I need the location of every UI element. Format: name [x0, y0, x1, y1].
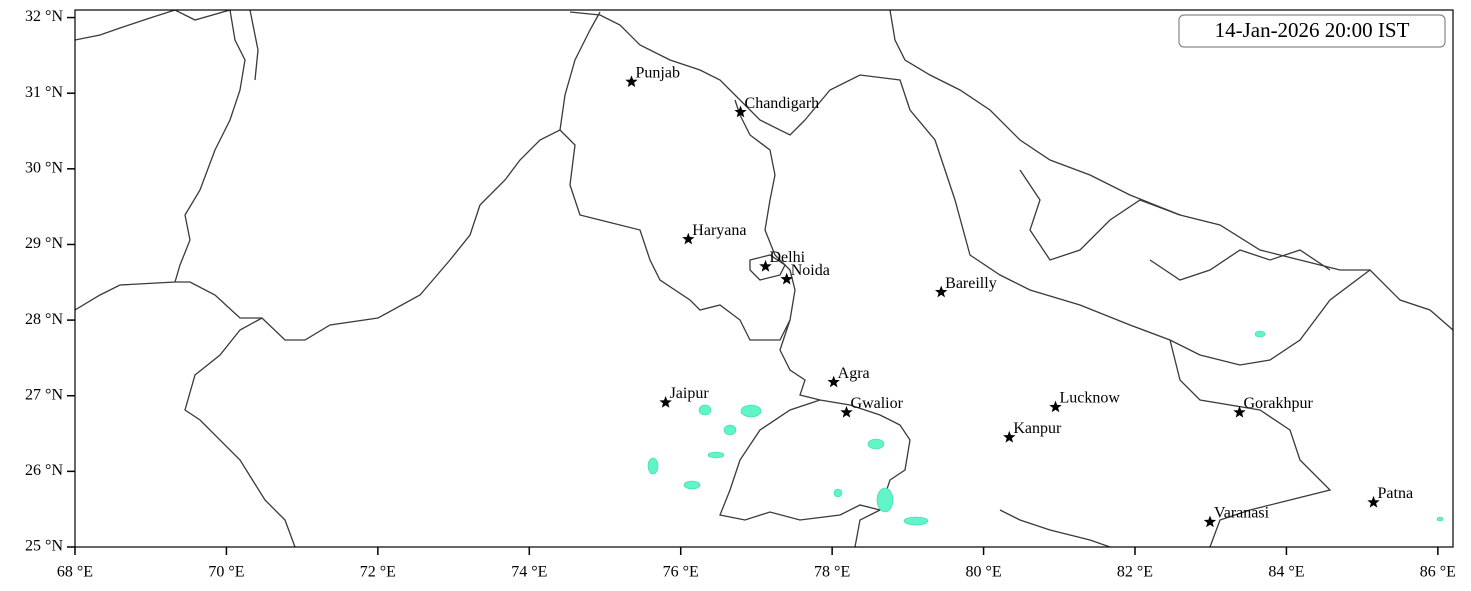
y-tick-label: 31 °N: [25, 84, 63, 101]
city-marker: [780, 272, 793, 285]
y-tick-label: 26 °N: [25, 462, 63, 479]
rain-patch: [1436, 516, 1444, 522]
rain-patch: [698, 404, 712, 416]
city-marker: [935, 285, 948, 298]
country-border: [75, 11, 601, 341]
city-marker: [1233, 405, 1246, 418]
title-frame: [1178, 14, 1446, 48]
city-label: Noida: [791, 262, 830, 279]
plot-frame: [74, 9, 1454, 548]
rain-patch: [876, 487, 894, 513]
x-tick-label: 86 °E: [1420, 564, 1456, 581]
city-label: Kanpur: [1013, 420, 1062, 437]
city-marker: [659, 396, 672, 408]
rain-patch: [723, 424, 737, 436]
x-tick-label: 78 °E: [814, 564, 850, 581]
city-marker: [840, 405, 853, 418]
state-border: [1169, 339, 1332, 547]
city-label: Delhi: [770, 249, 806, 266]
city-marker: [1203, 515, 1217, 528]
basemap: [75, 10, 1453, 547]
x-tick-label: 84 °E: [1268, 564, 1304, 581]
rain-patch: [740, 404, 762, 418]
x-tick-label: 72 °E: [360, 564, 396, 581]
city-label: Patna: [1378, 485, 1414, 502]
country-border: [184, 317, 296, 547]
city-marker: [1367, 495, 1380, 508]
rain-patch: [867, 438, 885, 450]
rain-patch: [683, 480, 701, 490]
y-tick-label: 27 °N: [25, 386, 63, 403]
title-box: 14-Jan-2026 20:00 IST: [1178, 14, 1446, 48]
rain-patch: [903, 516, 929, 526]
y-tick-label: 29 °N: [25, 235, 63, 252]
x-tick-label: 74 °E: [511, 564, 547, 581]
y-tick-label: 28 °N: [25, 311, 63, 328]
country-border: [75, 10, 259, 81]
city-label: Varanasi: [1214, 505, 1270, 522]
city-marker: [1003, 430, 1016, 443]
country-border: [889, 10, 1370, 271]
city-marker: [734, 105, 747, 118]
city-label: Punjab: [636, 65, 680, 82]
state-border: [719, 399, 881, 521]
state-border: [569, 11, 806, 136]
city-label: Bareilly: [945, 275, 997, 292]
map-title: 14-Jan-2026 20:00 IST: [1215, 18, 1410, 42]
rain-patch: [833, 488, 843, 498]
x-tick-label: 68 °E: [57, 564, 93, 581]
city-marker: [625, 75, 638, 88]
city-label: Lucknow: [1060, 390, 1121, 407]
state-border: [749, 254, 786, 281]
city-label: Jaipur: [670, 385, 710, 402]
rain-patch: [647, 457, 659, 475]
rain-patch: [707, 451, 725, 459]
x-tick-label: 82 °E: [1117, 564, 1153, 581]
x-tick-label: 70 °E: [208, 564, 244, 581]
y-tick-label: 30 °N: [25, 160, 63, 177]
state-border: [999, 509, 1111, 547]
city-label: Haryana: [692, 222, 746, 239]
city-marker: [682, 232, 695, 245]
rain-patch: [1254, 330, 1266, 338]
city-label: Gorakhpur: [1243, 395, 1313, 412]
state-border: [559, 99, 796, 341]
x-tick-label: 80 °E: [965, 564, 1001, 581]
city-label: Chandigarh: [745, 95, 820, 112]
precipitation: [647, 330, 1444, 526]
city-marker: [827, 375, 840, 388]
city-marker: [759, 259, 772, 272]
y-tick-label: 25 °N: [25, 538, 63, 555]
city-label: Gwalior: [851, 395, 904, 412]
x-tick-label: 76 °E: [663, 564, 699, 581]
state-border: [1019, 169, 1331, 281]
city-label: Agra: [838, 365, 870, 382]
country-border: [174, 10, 246, 283]
country-border: [804, 74, 1453, 366]
y-tick-label: 32 °N: [25, 8, 63, 25]
city-marker: [1049, 400, 1062, 413]
